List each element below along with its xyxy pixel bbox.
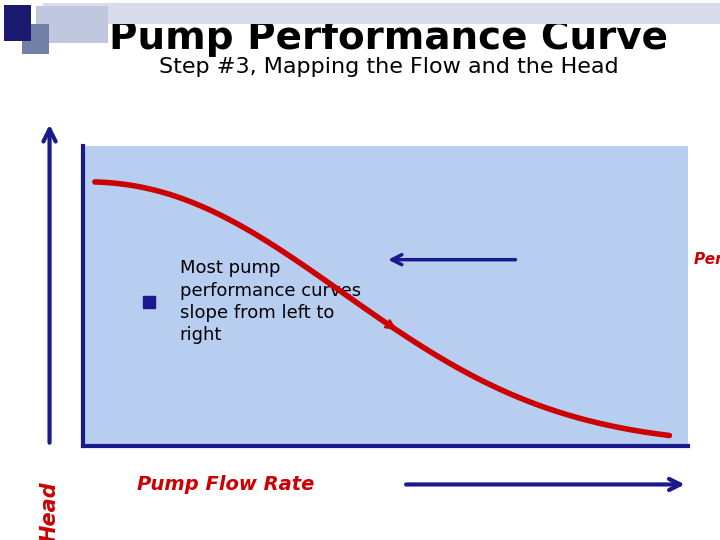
Text: Pump Performance Curve: Pump Performance Curve [109, 19, 668, 57]
Text: Pump Flow Rate: Pump Flow Rate [138, 475, 315, 494]
Text: Head: Head [40, 482, 60, 540]
Text: Most pump
performance curves
slope from left to
right: Most pump performance curves slope from … [179, 259, 361, 344]
Text: Step #3, Mapping the Flow and the Head: Step #3, Mapping the Flow and the Head [159, 57, 618, 77]
Text: Performance Curve: Performance Curve [693, 252, 720, 267]
